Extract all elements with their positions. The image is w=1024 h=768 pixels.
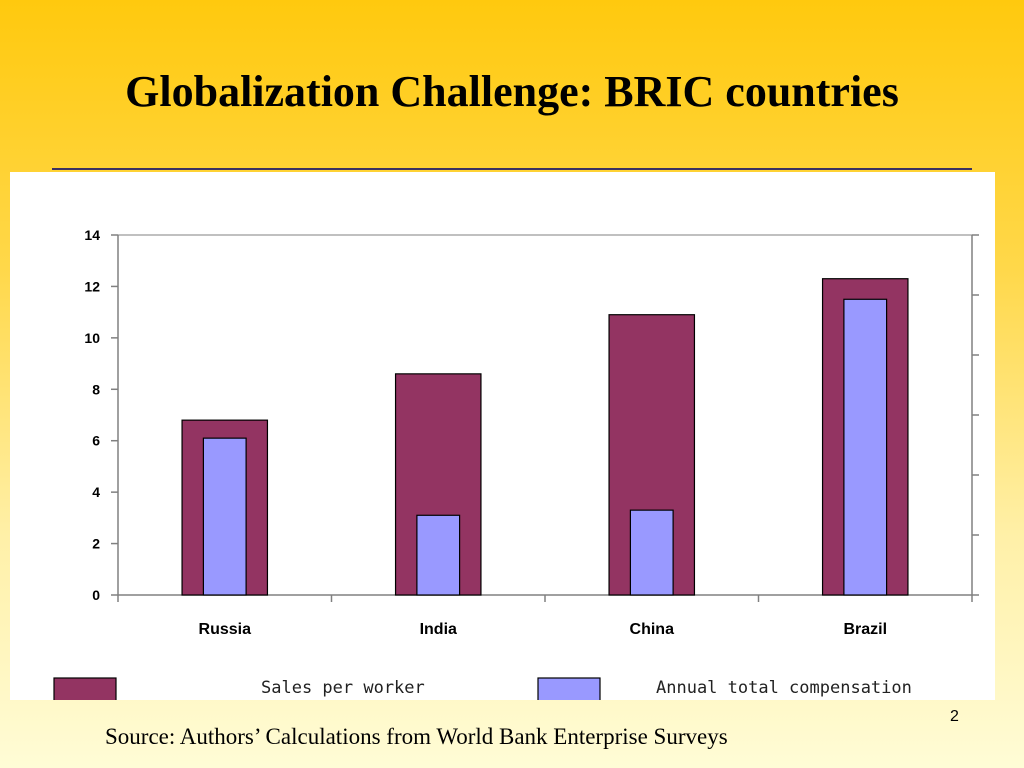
bar-compensation-india	[416, 514, 461, 596]
x-tick-label-china: China	[630, 621, 675, 638]
title-divider	[52, 168, 972, 170]
legend-swatch-compensation	[537, 677, 601, 700]
y-tick-label: 2	[92, 536, 100, 552]
x-tick-label-russia: Russia	[199, 621, 252, 638]
chart-panel: 0 2 4 6 8 10 12 14 Russia India China Brazil Sales …	[10, 172, 995, 700]
x-tick-label-india: India	[420, 621, 457, 638]
x-tick-label-brazil: Brazil	[843, 621, 887, 638]
slide-title: Globalization Challenge: BRIC countries	[125, 67, 899, 116]
y-tick-label: 10	[84, 330, 100, 346]
legend-label-compensation: Annual total compensation	[656, 678, 912, 698]
y-tick-label: 6	[92, 433, 100, 449]
source-note: Source: Authors’ Calculations from World…	[105, 724, 728, 749]
bar-compensation-russia	[202, 437, 247, 596]
y-tick-label: 12	[84, 278, 100, 294]
y-tick-label: 0	[92, 587, 100, 603]
page-number: 2	[950, 708, 959, 725]
y-tick-label: 8	[92, 381, 100, 397]
y-tick-label: 4	[92, 484, 100, 500]
legend-swatch-sales	[53, 677, 117, 700]
legend-label-sales: Sales per worker	[261, 678, 425, 698]
bar-compensation-brazil	[843, 298, 888, 596]
y-tick-label: 14	[84, 227, 100, 243]
bar-compensation-china	[629, 509, 674, 596]
bar-chart: 0 2 4 6 8 10 12 14 Russia India China Brazil	[53, 227, 979, 700]
